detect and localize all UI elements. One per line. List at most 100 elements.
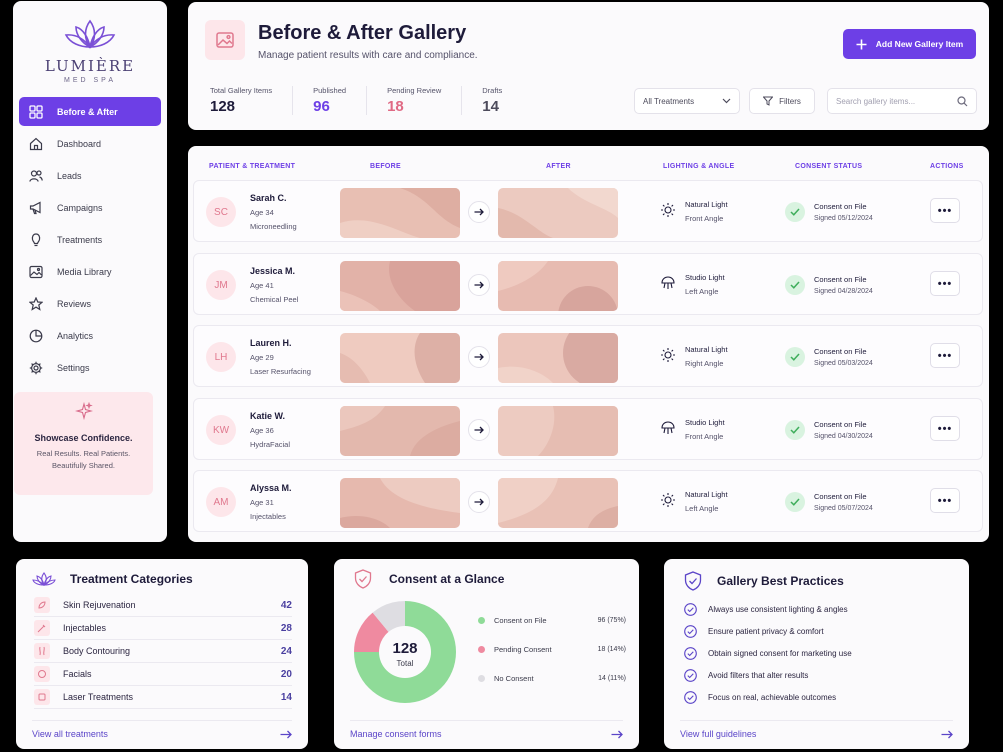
column-header-after[interactable]: AFTER <box>546 163 571 170</box>
view-all-treatments-link[interactable]: View all treatments <box>32 720 292 739</box>
search-input[interactable]: Search gallery items... <box>827 88 977 114</box>
list-item: Obtain signed consent for marketing use <box>684 647 852 660</box>
category-label: Skin Rejuvenation <box>63 600 136 610</box>
treatment-icon <box>31 232 41 246</box>
check-circle-icon <box>684 669 697 682</box>
consent-status: Consent on File <box>814 492 867 501</box>
arrow-right-icon <box>468 346 490 368</box>
stat-value: 128 <box>210 98 236 115</box>
practice-text: Focus on real, achievable outcomes <box>708 693 837 702</box>
before-photo[interactable] <box>340 261 460 311</box>
column-header-lighting[interactable]: LIGHTING & ANGLE <box>663 163 735 170</box>
more-actions-button[interactable]: ••• <box>930 416 960 441</box>
skin-icon <box>34 597 50 613</box>
sidebar-item-treatments[interactable]: Treatments <box>19 225 161 254</box>
treatment-filter-select[interactable]: All Treatments <box>634 88 740 114</box>
consent-status: Consent on File <box>814 202 867 211</box>
brand-logo[interactable]: LUMIÈRE MED SPA <box>13 17 167 84</box>
patient-treatment: HydraFacial <box>250 440 291 449</box>
check-icon <box>785 492 805 512</box>
more-actions-button[interactable]: ••• <box>930 488 960 513</box>
practice-text: Ensure patient privacy & comfort <box>708 627 824 636</box>
promo-line: Beautifully Shared. <box>52 461 115 470</box>
promo-title: Showcase Confidence. <box>34 433 133 443</box>
after-photo[interactable] <box>498 261 618 311</box>
sidebar-item-leads[interactable]: Leads <box>19 161 161 190</box>
search-placeholder: Search gallery items... <box>836 96 916 106</box>
after-photo[interactable] <box>498 188 618 238</box>
legend-item: No Consent 14 (11%) <box>478 674 626 683</box>
lotus-icon <box>32 572 56 586</box>
manage-consent-forms-link[interactable]: Manage consent forms <box>350 720 623 739</box>
category-label: Facials <box>63 669 92 679</box>
table-row[interactable]: LH Lauren H. Age 29 Laser Resurfacing Na… <box>193 325 983 387</box>
stat-total: Total Gallery Items 128 <box>210 86 294 115</box>
link-label: View full guidelines <box>680 729 757 739</box>
add-gallery-item-button[interactable]: Add New Gallery Item <box>843 29 976 59</box>
patient-age: Age 34 <box>250 208 274 217</box>
after-photo[interactable] <box>498 406 618 456</box>
before-photo[interactable] <box>340 478 460 528</box>
sidebar-item-analytics[interactable]: Analytics <box>19 321 161 350</box>
before-photo[interactable] <box>340 406 460 456</box>
filters-button[interactable]: Filters <box>749 88 815 114</box>
legend-swatch <box>478 675 485 682</box>
table-row[interactable]: KW Katie W. Age 36 HydraFacial Studio Li… <box>193 398 983 460</box>
promo-text: Real Results. Real Patients. Beautifully… <box>14 448 153 472</box>
add-gallery-item-label: Add New Gallery Item <box>875 39 964 49</box>
sidebar-item-label: Before & After <box>57 106 118 117</box>
table-row[interactable]: JM Jessica M. Age 41 Chemical Peel Studi… <box>193 253 983 315</box>
patient-name: Katie W. <box>250 411 286 421</box>
patient-name: Sarah C. <box>250 193 287 203</box>
camera-angle: Left Angle <box>685 504 719 513</box>
category-label: Injectables <box>63 623 107 633</box>
sidebar-item-dashboard[interactable]: Dashboard <box>19 129 161 158</box>
table-row[interactable]: AM Alyssa M. Age 31 Injectables Natural … <box>193 470 983 532</box>
consent-status: Consent on File <box>814 347 867 356</box>
sidebar-item-label: Analytics <box>57 330 94 341</box>
sidebar-item-label: Settings <box>57 362 90 373</box>
image-icon <box>29 265 43 278</box>
promo-card: Showcase Confidence. Real Results. Real … <box>14 392 153 495</box>
more-actions-button[interactable]: ••• <box>930 343 960 368</box>
before-photo[interactable] <box>340 188 460 238</box>
check-icon <box>785 275 805 295</box>
after-photo[interactable] <box>498 478 618 528</box>
column-header-consent[interactable]: CONSENT STATUS <box>795 163 863 170</box>
stats-bar: Total Gallery Items 128 Published 96 Pen… <box>210 86 542 115</box>
column-header-before[interactable]: BEFORE <box>370 163 401 170</box>
sidebar-item-settings[interactable]: Settings <box>19 353 161 382</box>
patient-age: Age 31 <box>250 498 274 507</box>
legend-value: 18 (14%) <box>597 646 626 653</box>
legend-label: Pending Consent <box>494 645 552 654</box>
face-icon <box>34 666 50 682</box>
star-icon <box>29 296 43 311</box>
sidebar-item-before-after[interactable]: Before & After <box>19 97 161 126</box>
list-item[interactable]: Facials 20 <box>34 663 292 686</box>
list-item[interactable]: Body Contouring 24 <box>34 640 292 663</box>
category-count: 14 <box>280 691 292 703</box>
stat-label: Published <box>313 86 347 95</box>
before-photo[interactable] <box>340 333 460 383</box>
consent-donut-chart: 128 Total <box>354 601 456 703</box>
check-circle-icon <box>684 691 697 704</box>
sidebar-item-reviews[interactable]: Reviews <box>19 289 161 318</box>
view-guidelines-link[interactable]: View full guidelines <box>680 720 953 739</box>
megaphone-icon <box>29 201 41 214</box>
consent-card: Consent at a Glance 128 Total Consent on… <box>334 559 639 749</box>
page-subtitle: Manage patient results with care and com… <box>258 50 478 61</box>
after-photo[interactable] <box>498 333 618 383</box>
sidebar-item-campaigns[interactable]: Campaigns <box>19 193 161 222</box>
list-item[interactable]: Laser Treatments 14 <box>34 686 292 709</box>
column-header-patient[interactable]: PATIENT & TREATMENT <box>209 163 296 170</box>
sidebar-item-label: Reviews <box>57 298 92 309</box>
more-actions-button[interactable]: ••• <box>930 198 960 223</box>
list-item[interactable]: Skin Rejuvenation 42 <box>34 594 292 617</box>
more-actions-button[interactable]: ••• <box>930 271 960 296</box>
table-row[interactable]: SC Sarah C. Age 34 Microneedling Natural… <box>193 180 983 242</box>
stat-label: Drafts <box>482 86 503 95</box>
sidebar-item-media-library[interactable]: Media Library <box>19 257 161 286</box>
sun-icon <box>661 203 675 217</box>
list-item[interactable]: Injectables 28 <box>34 617 292 640</box>
search-icon <box>957 95 968 106</box>
